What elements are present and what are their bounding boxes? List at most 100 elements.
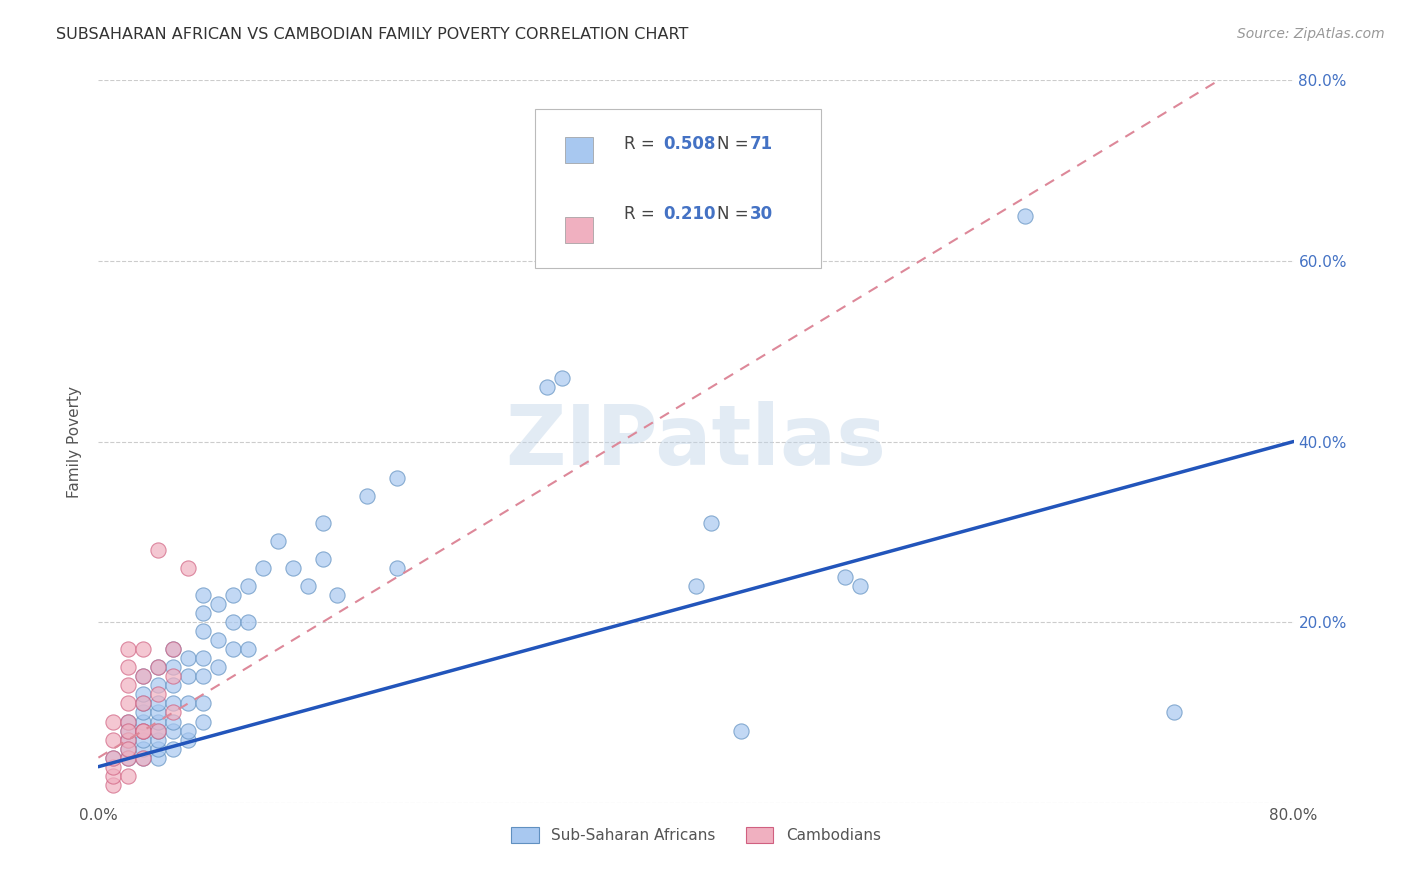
Point xyxy=(162,660,184,674)
Point xyxy=(132,697,155,711)
Point xyxy=(191,669,214,683)
Point xyxy=(177,697,200,711)
Point xyxy=(191,606,214,620)
Point xyxy=(191,651,214,665)
Point xyxy=(132,741,155,756)
Point xyxy=(834,570,856,584)
Text: 0.210: 0.210 xyxy=(664,205,716,223)
Point xyxy=(162,741,184,756)
Point xyxy=(132,732,155,747)
Point xyxy=(191,624,214,639)
Point xyxy=(207,660,229,674)
Point xyxy=(117,723,139,738)
Point xyxy=(849,579,872,593)
Point xyxy=(132,723,155,738)
Point xyxy=(1163,706,1185,720)
Point xyxy=(162,669,184,683)
Point xyxy=(550,371,572,385)
Text: R =: R = xyxy=(624,205,665,223)
Text: N =: N = xyxy=(717,135,755,153)
Point xyxy=(700,516,723,530)
Point xyxy=(311,552,333,566)
Point xyxy=(148,687,170,701)
Point xyxy=(103,769,125,783)
Point xyxy=(222,588,245,602)
Point xyxy=(385,471,409,485)
Point xyxy=(207,633,229,648)
Text: 0.508: 0.508 xyxy=(664,135,716,153)
Point xyxy=(132,750,155,764)
Point xyxy=(162,642,184,657)
Point xyxy=(148,706,170,720)
Point xyxy=(297,579,319,593)
Point xyxy=(103,760,125,774)
Text: 30: 30 xyxy=(749,205,773,223)
Point xyxy=(177,723,200,738)
Point xyxy=(148,660,170,674)
Point xyxy=(267,533,290,548)
Point xyxy=(148,723,170,738)
Point xyxy=(117,697,139,711)
Point xyxy=(117,741,139,756)
Point xyxy=(281,561,304,575)
Point xyxy=(385,561,409,575)
Legend: Sub-Saharan Africans, Cambodians: Sub-Saharan Africans, Cambodians xyxy=(505,822,887,849)
Point xyxy=(103,750,125,764)
Point xyxy=(162,697,184,711)
Text: Source: ZipAtlas.com: Source: ZipAtlas.com xyxy=(1237,27,1385,41)
Point xyxy=(222,615,245,630)
Point xyxy=(148,750,170,764)
Point xyxy=(148,697,170,711)
Point xyxy=(162,678,184,692)
Point xyxy=(117,678,139,692)
Y-axis label: Family Poverty: Family Poverty xyxy=(67,385,83,498)
Text: ZIPatlas: ZIPatlas xyxy=(506,401,886,482)
Point xyxy=(730,723,752,738)
Point xyxy=(117,750,139,764)
Point xyxy=(103,714,125,729)
Point xyxy=(236,579,259,593)
Point xyxy=(132,697,155,711)
Point xyxy=(132,723,155,738)
Point xyxy=(191,714,214,729)
Point xyxy=(236,615,259,630)
Point xyxy=(536,380,558,394)
Point xyxy=(252,561,274,575)
Point xyxy=(117,769,139,783)
Point xyxy=(117,723,139,738)
Point xyxy=(132,669,155,683)
Point xyxy=(132,669,155,683)
Point xyxy=(117,732,139,747)
Point xyxy=(162,642,184,657)
Point xyxy=(132,642,155,657)
Point xyxy=(685,579,707,593)
Point xyxy=(132,723,155,738)
Point xyxy=(1014,209,1036,223)
Point xyxy=(191,697,214,711)
Point xyxy=(177,651,200,665)
Bar xyxy=(565,217,593,243)
Text: 71: 71 xyxy=(749,135,773,153)
Point xyxy=(103,750,125,764)
Point xyxy=(177,732,200,747)
Text: R =: R = xyxy=(624,135,665,153)
Point xyxy=(132,714,155,729)
Point xyxy=(148,542,170,557)
Bar xyxy=(565,137,593,163)
Point xyxy=(148,741,170,756)
Point xyxy=(311,516,333,530)
Point xyxy=(132,706,155,720)
Point xyxy=(326,588,349,602)
Point xyxy=(148,660,170,674)
Point xyxy=(132,687,155,701)
Point xyxy=(117,750,139,764)
Point xyxy=(148,714,170,729)
Point xyxy=(132,750,155,764)
Point xyxy=(117,741,139,756)
Point xyxy=(117,714,139,729)
Point xyxy=(117,732,139,747)
Point xyxy=(117,642,139,657)
Point xyxy=(103,732,125,747)
Point xyxy=(117,660,139,674)
Point xyxy=(162,706,184,720)
